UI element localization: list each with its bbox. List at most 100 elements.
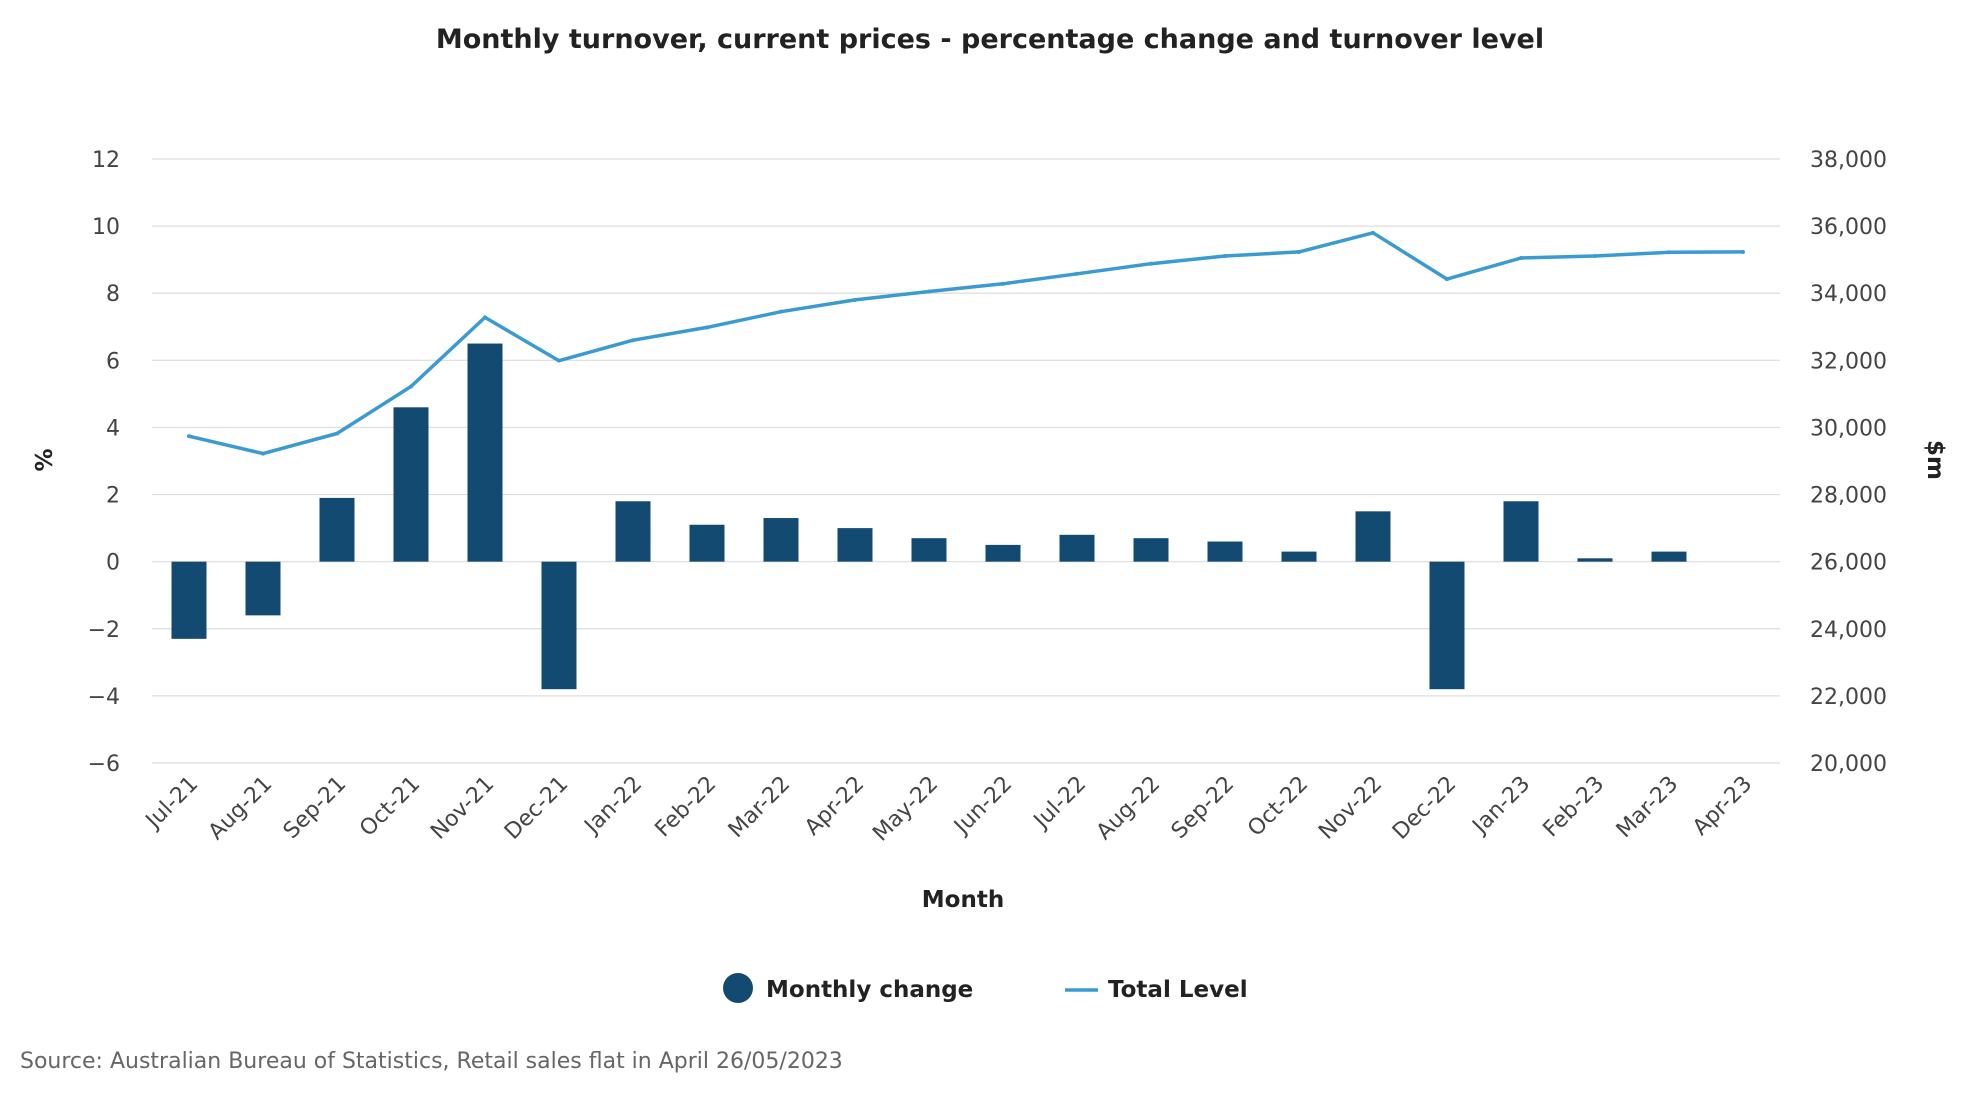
x-tick-label: Jul-22 xyxy=(1028,772,1091,835)
legend-label-monthly-change: Monthly change xyxy=(766,977,973,1003)
bar-monthly-change-Jul-21[interactable] xyxy=(171,561,207,639)
legend-item-monthly-change[interactable]: Monthly change xyxy=(723,973,973,1003)
x-tick-label: Sep-22 xyxy=(1167,772,1239,844)
x-tick-label: Oct-22 xyxy=(1243,772,1313,842)
y-left-tick-label: −4 xyxy=(88,685,120,710)
bar-monthly-change-Dec-22[interactable] xyxy=(1429,561,1465,690)
y-right-tick-label: 36,000 xyxy=(1810,215,1887,240)
point-total-level-Aug-22[interactable] xyxy=(1149,261,1153,266)
y-right-tick-label: 20,000 xyxy=(1810,752,1887,777)
bar-monthly-change-Apr-22[interactable] xyxy=(837,528,873,562)
y-left-tick-label: 2 xyxy=(106,484,120,509)
legend-item-total-level[interactable]: Total Level xyxy=(1065,977,1248,1003)
bar-monthly-change-Oct-21[interactable] xyxy=(393,407,429,562)
bar-monthly-change-Feb-23[interactable] xyxy=(1577,558,1613,562)
bar-monthly-change-Jan-22[interactable] xyxy=(615,501,651,562)
x-tick-label: Jan-23 xyxy=(1467,772,1535,840)
x-tick-label: Apr-22 xyxy=(800,772,869,841)
point-total-level-Jul-22[interactable] xyxy=(1075,271,1079,276)
bar-monthly-change-Mar-23[interactable] xyxy=(1651,551,1687,562)
point-total-level-May-22[interactable] xyxy=(927,289,931,294)
y-right-tick-label: 28,000 xyxy=(1810,484,1887,509)
bar-monthly-change-Nov-22[interactable] xyxy=(1355,511,1391,562)
bar-monthly-change-Jun-22[interactable] xyxy=(985,544,1021,562)
legend-marker-monthly-change xyxy=(723,973,753,1003)
point-total-level-Apr-22[interactable] xyxy=(853,297,857,302)
point-total-level-Sep-22[interactable] xyxy=(1223,253,1227,258)
bar-monthly-change-Mar-22[interactable] xyxy=(763,518,799,562)
legend: Monthly change Total Level xyxy=(723,973,1248,1003)
point-total-level-Jan-22[interactable] xyxy=(631,338,635,343)
x-tick-label: Oct-21 xyxy=(355,772,425,842)
bar-monthly-change-Aug-22[interactable] xyxy=(1133,538,1169,562)
x-tick-label: Jul-21 xyxy=(140,772,203,835)
x-tick-label: Jan-22 xyxy=(579,772,647,840)
point-total-level-Aug-21[interactable] xyxy=(261,451,265,456)
source-note: Source: Australian Bureau of Statistics,… xyxy=(20,1049,843,1074)
point-total-level-Mar-22[interactable] xyxy=(779,309,783,314)
y-axis-left-title: % xyxy=(32,448,58,471)
bar-monthly-change-Sep-21[interactable] xyxy=(319,497,355,562)
y-right-tick-label: 38,000 xyxy=(1810,148,1887,173)
x-tick-label: Apr-23 xyxy=(1688,772,1757,841)
point-total-level-Sep-21[interactable] xyxy=(335,431,339,436)
y-right-tick-label: 22,000 xyxy=(1810,685,1887,710)
y-left-tick-label: 0 xyxy=(106,551,120,576)
bar-monthly-change-Dec-21[interactable] xyxy=(541,561,577,690)
bar-series xyxy=(171,343,1687,690)
y-right-tick-label: 30,000 xyxy=(1810,416,1887,441)
bar-monthly-change-Nov-21[interactable] xyxy=(467,343,503,562)
chart-title: Monthly turnover, current prices - perce… xyxy=(436,24,1544,55)
bar-monthly-change-Feb-22[interactable] xyxy=(689,524,725,562)
x-tick-label: Feb-23 xyxy=(1539,772,1610,843)
point-total-level-Jun-22[interactable] xyxy=(1001,281,1005,286)
point-total-level-Mar-23[interactable] xyxy=(1667,250,1671,255)
point-total-level-Dec-21[interactable] xyxy=(557,358,561,363)
left-axis-ticks: 12 10 8 6 4 2 0 −2 −4 −6 xyxy=(88,148,120,777)
bar-monthly-change-May-22[interactable] xyxy=(911,538,947,562)
point-total-level-Dec-22[interactable] xyxy=(1445,277,1449,282)
y-left-tick-label: 6 xyxy=(106,349,120,374)
bar-monthly-change-Jan-23[interactable] xyxy=(1503,501,1539,562)
y-left-tick-label: 10 xyxy=(92,215,120,240)
point-total-level-Feb-22[interactable] xyxy=(705,325,709,330)
point-total-level-Oct-21[interactable] xyxy=(409,384,413,389)
x-tick-label: Dec-21 xyxy=(500,772,573,845)
y-left-tick-label: 12 xyxy=(92,148,120,173)
x-tick-label: May-22 xyxy=(868,772,943,847)
point-total-level-Oct-22[interactable] xyxy=(1297,249,1301,254)
point-total-level-Nov-21[interactable] xyxy=(483,315,487,320)
x-tick-label: Feb-22 xyxy=(651,772,722,843)
x-tick-label: Aug-21 xyxy=(204,772,277,845)
x-tick-label: Aug-22 xyxy=(1092,772,1165,845)
x-axis-ticks: Jul-21 Aug-21 Sep-21 Oct-21 Nov-21 Dec-21 Jan-… xyxy=(140,772,1757,847)
y-left-tick-label: 8 xyxy=(106,282,120,307)
x-axis-title: Month xyxy=(922,887,1004,913)
line-series xyxy=(187,230,1745,456)
x-tick-label: Dec-22 xyxy=(1388,772,1461,845)
point-total-level-Jan-23[interactable] xyxy=(1519,255,1523,260)
line-total-level[interactable] xyxy=(188,231,1744,456)
point-total-level-Nov-22[interactable] xyxy=(1371,230,1375,235)
bar-monthly-change-Aug-21[interactable] xyxy=(245,561,281,616)
x-tick-label: Sep-21 xyxy=(279,772,351,844)
point-total-level-Feb-23[interactable] xyxy=(1593,253,1597,258)
x-tick-label: Jun-22 xyxy=(948,772,1017,841)
x-tick-label: Mar-22 xyxy=(724,772,795,843)
y-left-tick-label: 4 xyxy=(106,416,120,441)
bar-monthly-change-Oct-22[interactable] xyxy=(1281,551,1317,562)
y-left-tick-label: −2 xyxy=(88,618,120,643)
y-right-tick-label: 26,000 xyxy=(1810,551,1887,576)
legend-label-total-level: Total Level xyxy=(1108,977,1248,1003)
x-tick-label: Nov-21 xyxy=(426,772,499,845)
x-tick-label: Nov-22 xyxy=(1314,772,1387,845)
y-axis-right-title: $m xyxy=(1922,440,1948,480)
right-axis-ticks: 38,000 36,000 34,000 32,000 30,000 28,000 26,0… xyxy=(1810,148,1887,777)
bar-monthly-change-Jul-22[interactable] xyxy=(1059,534,1095,562)
y-right-tick-label: 34,000 xyxy=(1810,282,1887,307)
bar-monthly-change-Sep-22[interactable] xyxy=(1207,541,1243,562)
point-total-level-Apr-23[interactable] xyxy=(1741,249,1745,254)
point-total-level-Jul-21[interactable] xyxy=(187,434,191,439)
